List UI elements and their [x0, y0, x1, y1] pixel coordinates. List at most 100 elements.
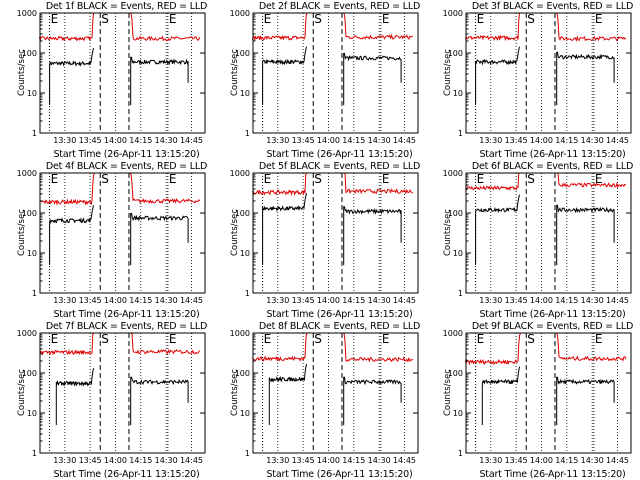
- x-tick-label: 14:15: [342, 456, 365, 465]
- x-axis-title: Start Time (26-Apr-11 13:15:20): [53, 469, 200, 480]
- events-series-line: [130, 212, 189, 265]
- marker-label: S: [314, 332, 322, 346]
- marker-label: E: [382, 172, 390, 186]
- y-tick-label: 1: [32, 289, 37, 298]
- marker-label: E: [169, 12, 177, 26]
- y-tick-label: 100: [235, 209, 250, 218]
- x-tick-label: 13:45: [505, 456, 528, 465]
- plot-frame: [252, 172, 419, 294]
- plot-frame: [39, 172, 206, 294]
- x-tick-label: 14:30: [155, 456, 178, 465]
- x-tick-label: 13:30: [479, 456, 502, 465]
- events-series-line: [481, 366, 520, 425]
- x-tick-label: 14:00: [530, 456, 553, 465]
- events-series-line: [262, 46, 307, 105]
- x-tick-label: 13:45: [79, 136, 102, 145]
- plot-frame: [39, 332, 206, 454]
- x-tick-label: 14:15: [129, 456, 152, 465]
- y-tick-label: 10: [27, 249, 37, 258]
- marker-label: E: [382, 332, 390, 346]
- y-tick-label: 1000: [443, 329, 463, 338]
- marker-label: S: [314, 12, 322, 26]
- x-tick-label: 14:00: [530, 296, 553, 305]
- lld-series-line: [38, 12, 96, 42]
- y-tick-label: 100: [22, 49, 37, 58]
- marker-label: E: [51, 172, 59, 186]
- detector-panel: E S E 1 10 100 1000 13:30 13:45 14:00 14:15 14:30 14…: [213, 0, 426, 160]
- events-series-line: [262, 193, 307, 265]
- plot-frame: [465, 172, 632, 294]
- marker-label: E: [264, 332, 272, 346]
- lld-series-line: [39, 172, 96, 206]
- y-tick-label: 100: [448, 49, 463, 58]
- lld-series-line: [464, 332, 522, 366]
- panel-title: Det 9f BLACK = Events, RED = LLD: [471, 321, 634, 332]
- events-series-line: [55, 368, 94, 425]
- plot-svg: E S E 1 10 100 1000 13:30 13:45 14:00 14:15 14:30 14…: [17, 9, 206, 145]
- plot-svg: E S E 1 10 100 1000 13:30 13:45 14:00 14:15 14:30 14…: [230, 9, 419, 145]
- events-series-line: [475, 194, 520, 265]
- detector-panel: E S E 1 10 100 1000 13:30 13:45 14:00 14:15 14:30 14…: [426, 0, 639, 160]
- detector-panel: E S E 1 10 100 1000 13:30 13:45 14:00 14:15 14:30 14…: [0, 0, 213, 160]
- y-tick-label: 100: [22, 369, 37, 378]
- events-series-line: [556, 51, 615, 105]
- x-tick-label: 14:00: [104, 296, 127, 305]
- x-tick-label: 14:30: [155, 136, 178, 145]
- x-tick-label: 14:45: [606, 136, 629, 145]
- y-axis-title: Counts/sec: [17, 209, 27, 256]
- x-tick-label: 13:30: [266, 456, 289, 465]
- panel-title: Det 4f BLACK = Events, RED = LLD: [45, 161, 208, 172]
- lld-series-line: [129, 172, 201, 204]
- lld-series-line: [39, 332, 96, 356]
- x-tick-label: 14:45: [606, 456, 629, 465]
- y-axis-title: Counts/sec: [17, 49, 27, 96]
- x-tick-label: 13:30: [53, 136, 76, 145]
- marker-label: E: [169, 172, 177, 186]
- lld-series-line: [464, 12, 522, 42]
- x-tick-label: 14:30: [368, 136, 391, 145]
- y-tick-label: 1000: [443, 9, 463, 18]
- x-tick-label: 13:45: [79, 296, 102, 305]
- marker-label: E: [51, 332, 59, 346]
- x-tick-label: 13:45: [292, 456, 315, 465]
- x-axis-title: Start Time (26-Apr-11 13:15:20): [266, 149, 413, 160]
- x-tick-label: 14:45: [606, 296, 629, 305]
- y-axis-title: Counts/sec: [443, 49, 453, 96]
- y-tick-label: 10: [240, 89, 250, 98]
- x-tick-label: 13:30: [266, 296, 289, 305]
- x-tick-label: 13:45: [505, 136, 528, 145]
- panel-title: Det 7f BLACK = Events, RED = LLD: [45, 321, 208, 332]
- events-series-line: [556, 376, 615, 425]
- y-tick-label: 10: [27, 409, 37, 418]
- y-tick-label: 1: [32, 129, 37, 138]
- x-tick-label: 14:00: [317, 296, 340, 305]
- plot-frame: [465, 332, 632, 454]
- lld-series-line: [342, 12, 414, 40]
- marker-label: E: [595, 172, 603, 186]
- x-tick-label: 13:30: [53, 456, 76, 465]
- x-tick-label: 13:45: [505, 296, 528, 305]
- lld-series-line: [251, 12, 309, 42]
- x-tick-label: 14:15: [555, 136, 578, 145]
- detector-panel: E S E 1 10 100 1000 13:30 13:45 14:00 14:15 14:30 14…: [213, 160, 426, 320]
- x-tick-label: 14:15: [129, 136, 152, 145]
- x-axis-title: Start Time (26-Apr-11 13:15:20): [53, 309, 200, 320]
- x-tick-label: 13:45: [79, 456, 102, 465]
- lld-series-line: [252, 172, 309, 197]
- plot-frame: [252, 12, 419, 134]
- x-axis-title: Start Time (26-Apr-11 13:15:20): [53, 149, 200, 160]
- x-tick-label: 13:30: [479, 296, 502, 305]
- lld-series-line: [251, 332, 309, 362]
- x-axis-title: Start Time (26-Apr-11 13:15:20): [479, 309, 626, 320]
- lld-series-line: [465, 172, 522, 191]
- x-tick-label: 14:30: [368, 456, 391, 465]
- x-tick-label: 14:30: [581, 296, 604, 305]
- marker-label: E: [595, 332, 603, 346]
- plot-svg: E S E 1 10 100 1000 13:30 13:45 14:00 14:15 14:30 14…: [443, 329, 632, 465]
- y-axis-title: Counts/sec: [230, 209, 240, 256]
- x-tick-label: 14:45: [393, 136, 416, 145]
- lld-series-line: [342, 332, 414, 363]
- x-tick-label: 14:45: [180, 456, 203, 465]
- events-series-line: [556, 204, 615, 265]
